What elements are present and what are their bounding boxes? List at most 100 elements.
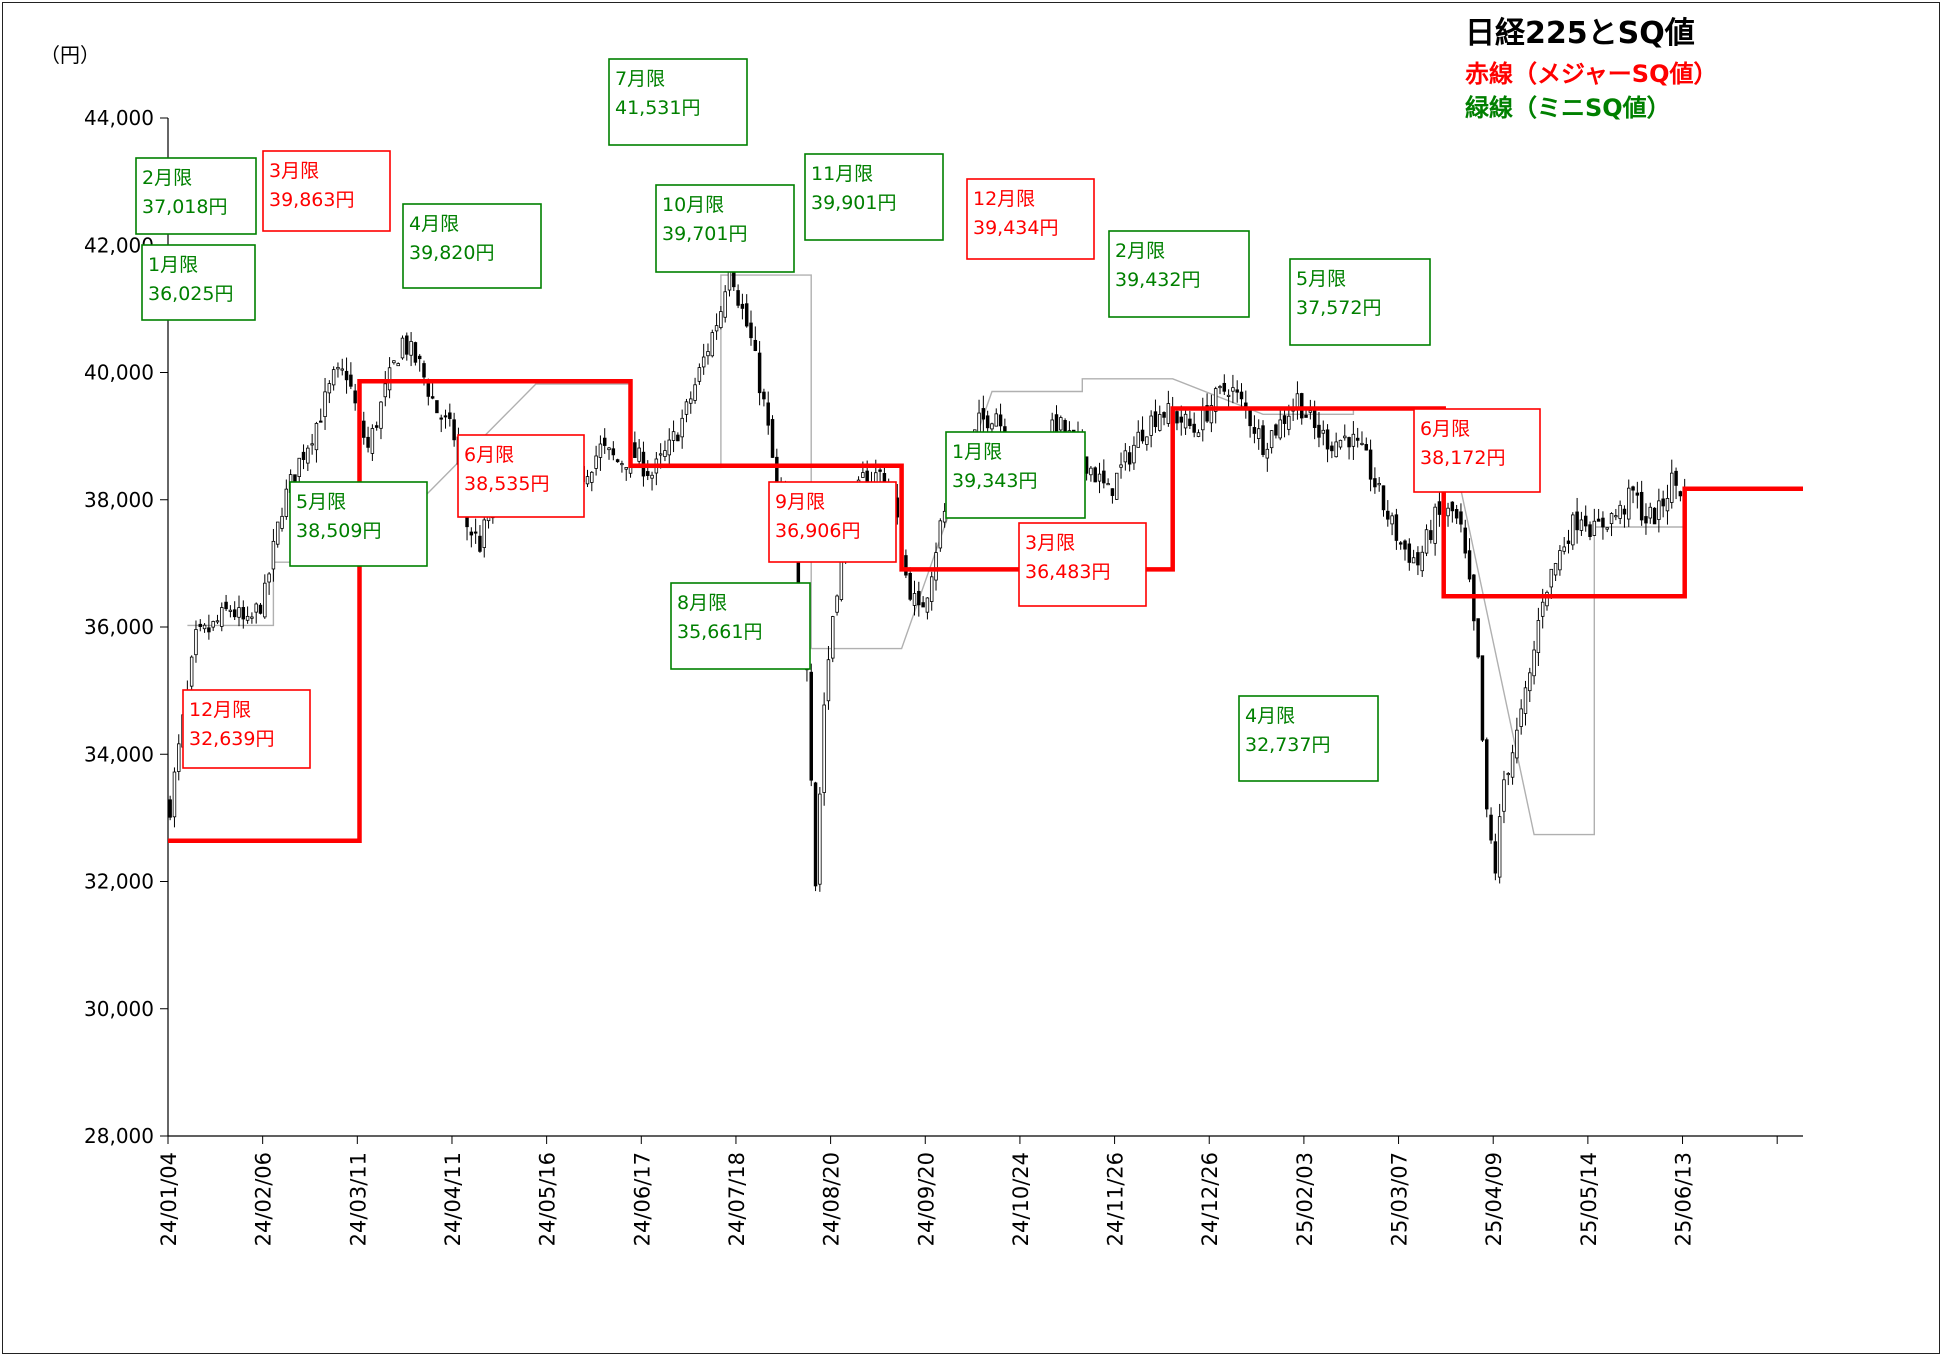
candle-body	[1661, 498, 1665, 507]
candle-body	[1674, 470, 1678, 486]
candle-body	[1209, 405, 1214, 424]
candle-body	[766, 402, 770, 426]
candle-body	[232, 609, 237, 618]
candle-body	[1489, 814, 1493, 841]
candle-body	[387, 367, 392, 391]
candle-body	[981, 408, 986, 420]
candle-body	[1583, 515, 1588, 527]
candle-body	[1158, 414, 1162, 431]
candle-body	[1222, 382, 1227, 392]
candle-body	[1467, 550, 1472, 580]
sq-annotation-box: 5月限 37,572円	[1289, 258, 1431, 346]
sq-annotation-box: 9月限 36,906円	[768, 481, 897, 563]
candle-body	[1639, 491, 1644, 521]
candle-body	[1485, 739, 1489, 810]
candle-body	[1300, 393, 1304, 419]
candle-body	[245, 615, 250, 621]
legend-major-sq: 赤線（メジャーSQ値）	[1465, 60, 1718, 88]
sq-annotation-box: 10月限 39,701円	[655, 184, 795, 273]
candle-body	[189, 656, 194, 687]
candle-body	[990, 423, 994, 430]
sq-annotation-box: 6月限 38,172円	[1413, 408, 1541, 493]
candle-body	[1381, 485, 1386, 511]
candle-body	[658, 453, 663, 456]
candle-body	[1089, 467, 1093, 476]
candle-body	[1188, 418, 1192, 427]
candle-body	[1239, 391, 1244, 400]
candle-body	[1657, 500, 1661, 520]
candle-body	[1429, 530, 1433, 540]
candle-body	[602, 437, 607, 446]
candle-body	[1119, 464, 1123, 468]
annotation-frame	[945, 431, 1086, 519]
candle-body	[598, 443, 603, 458]
candle-body	[1274, 424, 1278, 436]
candle-body	[439, 417, 443, 420]
candle-body	[379, 401, 383, 429]
candle-body	[740, 303, 745, 309]
candle-body	[220, 607, 224, 627]
candle-body	[835, 595, 839, 613]
candle-body	[762, 391, 766, 400]
candle-body	[938, 520, 943, 549]
candle-body	[1601, 517, 1605, 528]
annotation-frame	[141, 244, 256, 321]
candle-body	[1166, 403, 1171, 424]
candle-body	[917, 590, 921, 606]
sq-annotation-box: 8月限 35,661円	[670, 582, 811, 670]
candle-body	[585, 476, 590, 485]
candle-body	[994, 413, 998, 427]
x-tick-label: 24/11/26	[1104, 1152, 1128, 1246]
candle-body	[172, 771, 177, 818]
candle-body	[831, 616, 835, 659]
candle-body	[1304, 414, 1308, 418]
candle-body	[719, 311, 723, 328]
candle-body	[1459, 511, 1463, 525]
sq-annotation-box: 12月限 32,639円	[182, 689, 311, 769]
candle-body	[207, 627, 211, 633]
candle-body	[1059, 417, 1063, 431]
annotation-frame	[768, 481, 897, 563]
candle-body	[1433, 506, 1437, 544]
sq-annotation-box: 3月限 39,863円	[262, 150, 391, 232]
candle-body	[344, 370, 349, 381]
candle-body	[280, 515, 284, 529]
candle-body	[1635, 492, 1640, 496]
candle-body	[211, 621, 215, 628]
annotation-contract-label: 4月限	[1245, 705, 1295, 727]
candle-body	[349, 374, 353, 387]
candle-body	[168, 799, 172, 818]
candle-body	[310, 443, 314, 446]
x-tick-label: 24/07/18	[725, 1152, 749, 1246]
candle-body	[689, 398, 693, 404]
candle-body	[663, 450, 667, 457]
candle-body	[904, 555, 908, 576]
candle-body	[1252, 427, 1257, 434]
annotation-frame	[655, 184, 795, 273]
annotation-contract-label: 10月限	[662, 194, 724, 216]
candle-body	[1545, 591, 1549, 607]
candle-body	[1446, 507, 1450, 517]
candle-body	[1605, 527, 1609, 530]
annotation-frame	[402, 203, 542, 289]
annotation-contract-label: 3月限	[1025, 532, 1075, 554]
y-tick-label: 44,000	[84, 106, 154, 130]
candle-body	[1213, 388, 1218, 412]
candle-body	[921, 602, 925, 608]
candle-body	[1403, 540, 1407, 550]
candle-body	[1609, 513, 1614, 525]
candle-body	[650, 474, 654, 479]
annotation-frame	[670, 582, 811, 670]
candle-body	[482, 519, 486, 548]
annotation-contract-label: 1月限	[148, 254, 198, 276]
annotation-contract-label: 2月限	[142, 167, 192, 189]
annotation-contract-label: 4月限	[409, 213, 459, 235]
candle-body	[701, 356, 706, 368]
candle-body	[1618, 504, 1622, 519]
sq-annotation-box: 2月限 37,018円	[135, 157, 257, 235]
annotation-frame	[1238, 695, 1379, 782]
candle-body	[417, 355, 422, 360]
annotation-sq-value: 36,483円	[1025, 561, 1110, 583]
annotation-contract-label: 12月限	[973, 188, 1035, 210]
